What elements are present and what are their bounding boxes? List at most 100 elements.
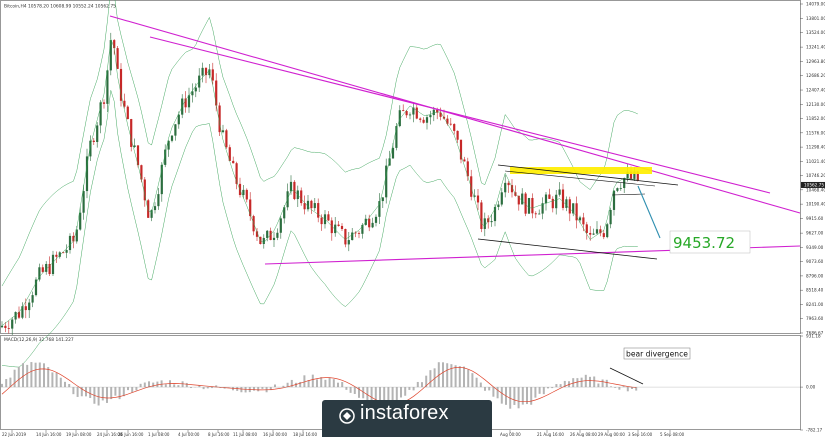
pattern-line-short — [611, 193, 646, 196]
candle-body — [17, 312, 21, 318]
candle-body — [354, 232, 357, 234]
candle-body — [269, 230, 272, 241]
candle-body — [538, 213, 541, 215]
candle-body — [463, 159, 466, 162]
macd-y-tick-label: 931.18 — [806, 334, 821, 339]
candle-body — [255, 231, 259, 237]
candle-body — [320, 217, 323, 225]
candle-body — [21, 306, 24, 318]
candle-body — [310, 200, 313, 209]
candle-body — [391, 147, 395, 159]
macd-histogram — [1, 362, 638, 411]
candle-body — [266, 230, 269, 238]
macd-signal-line — [1, 366, 637, 405]
candle-body — [177, 114, 180, 125]
candle-body — [89, 140, 92, 157]
candle-body — [402, 110, 405, 112]
candle-body — [68, 235, 72, 251]
x-tick-label: 22 Jun 2019 — [2, 432, 27, 437]
divergence-label: bear divergence — [626, 350, 688, 359]
divergence-label-box — [623, 347, 691, 360]
candle-body — [555, 194, 558, 209]
y-tick-label: 9349.00 — [806, 245, 824, 250]
candle-body — [459, 139, 463, 160]
x-tick-label: 4 Jul 00:00 — [178, 432, 200, 437]
candle-body — [609, 209, 612, 225]
candle-body — [337, 224, 340, 226]
candle-body — [194, 87, 197, 92]
candle-body — [381, 197, 384, 202]
y-tick-label: 8796.00 — [806, 273, 824, 278]
candle-body — [510, 185, 514, 193]
candle-body — [408, 114, 412, 116]
x-tick-label: 19 Jun 08:00 — [66, 432, 92, 437]
y-tick-label: 13241.40 — [806, 45, 825, 50]
candle-body — [153, 206, 157, 211]
candle-body — [232, 160, 235, 164]
candle-body — [589, 232, 592, 235]
candle-body — [473, 195, 476, 197]
candle-body — [422, 119, 425, 123]
descending-trendline — [109, 15, 801, 214]
candle-body — [388, 158, 391, 166]
candle-body — [191, 91, 194, 96]
candle-body — [568, 199, 571, 214]
candle-body — [306, 200, 310, 210]
bollinger-upper — [1, 0, 638, 287]
macd-y-tick-label: 0.00 — [806, 385, 816, 390]
y-tick-label: 7686.67 — [806, 331, 824, 336]
candle-body — [28, 302, 31, 311]
candle-body — [351, 232, 354, 241]
candle-body — [218, 105, 221, 133]
candle-body — [58, 252, 61, 257]
candle-body — [340, 225, 344, 229]
candle-body — [371, 222, 374, 228]
candle-body — [34, 279, 38, 296]
candle-body — [385, 165, 388, 198]
candle-body — [582, 217, 585, 225]
candle-body — [123, 100, 126, 107]
candle-body — [133, 145, 136, 147]
candle-body — [490, 221, 493, 223]
y-tick-label: 10190.40 — [806, 202, 825, 207]
y-tick-label: 11021.40 — [806, 159, 825, 164]
y-tick-label: 11576.00 — [806, 130, 825, 135]
candle-body — [572, 203, 575, 214]
candle-body — [493, 207, 497, 222]
y-tick-label: 11852.00 — [806, 116, 825, 121]
target-price-label: 9453.72 — [673, 234, 735, 252]
candle-body — [446, 118, 449, 124]
candle-body — [113, 40, 116, 49]
candle-body — [92, 140, 95, 142]
candle-body — [45, 263, 48, 272]
y-tick-label: 12963.80 — [806, 59, 825, 64]
candle-body — [106, 70, 109, 104]
candle-body — [119, 68, 123, 101]
candle-body — [616, 188, 619, 191]
y-tick-label: 12130.00 — [806, 102, 825, 107]
candle-body — [517, 195, 520, 205]
candle-body — [466, 161, 469, 177]
candle-body — [109, 40, 112, 71]
candle-body — [174, 124, 177, 136]
candle-body — [48, 263, 51, 275]
candle-body — [398, 110, 401, 127]
candle-body — [303, 203, 306, 210]
candle-body — [480, 202, 483, 229]
candle-body — [147, 200, 150, 218]
candle-body — [150, 210, 153, 218]
x-tick-label: 16 Jul 00:00 — [263, 432, 287, 437]
candle-body — [419, 118, 422, 120]
macd-indicator-label: MACD(12,26,9) 32.768 141.227 — [4, 337, 74, 343]
candle-body — [126, 106, 129, 120]
y-tick-label: 13524.00 — [806, 30, 825, 35]
x-tick-label: 1 Jul 08:00 — [148, 432, 170, 437]
candle-body — [293, 181, 296, 200]
bollinger-middle — [1, 39, 638, 326]
target-label-box — [669, 230, 751, 254]
candle-body — [24, 306, 27, 311]
candle-body — [187, 95, 191, 108]
pattern-line — [504, 170, 656, 187]
x-tick-label: 14 Jun 16:00 — [36, 432, 62, 437]
